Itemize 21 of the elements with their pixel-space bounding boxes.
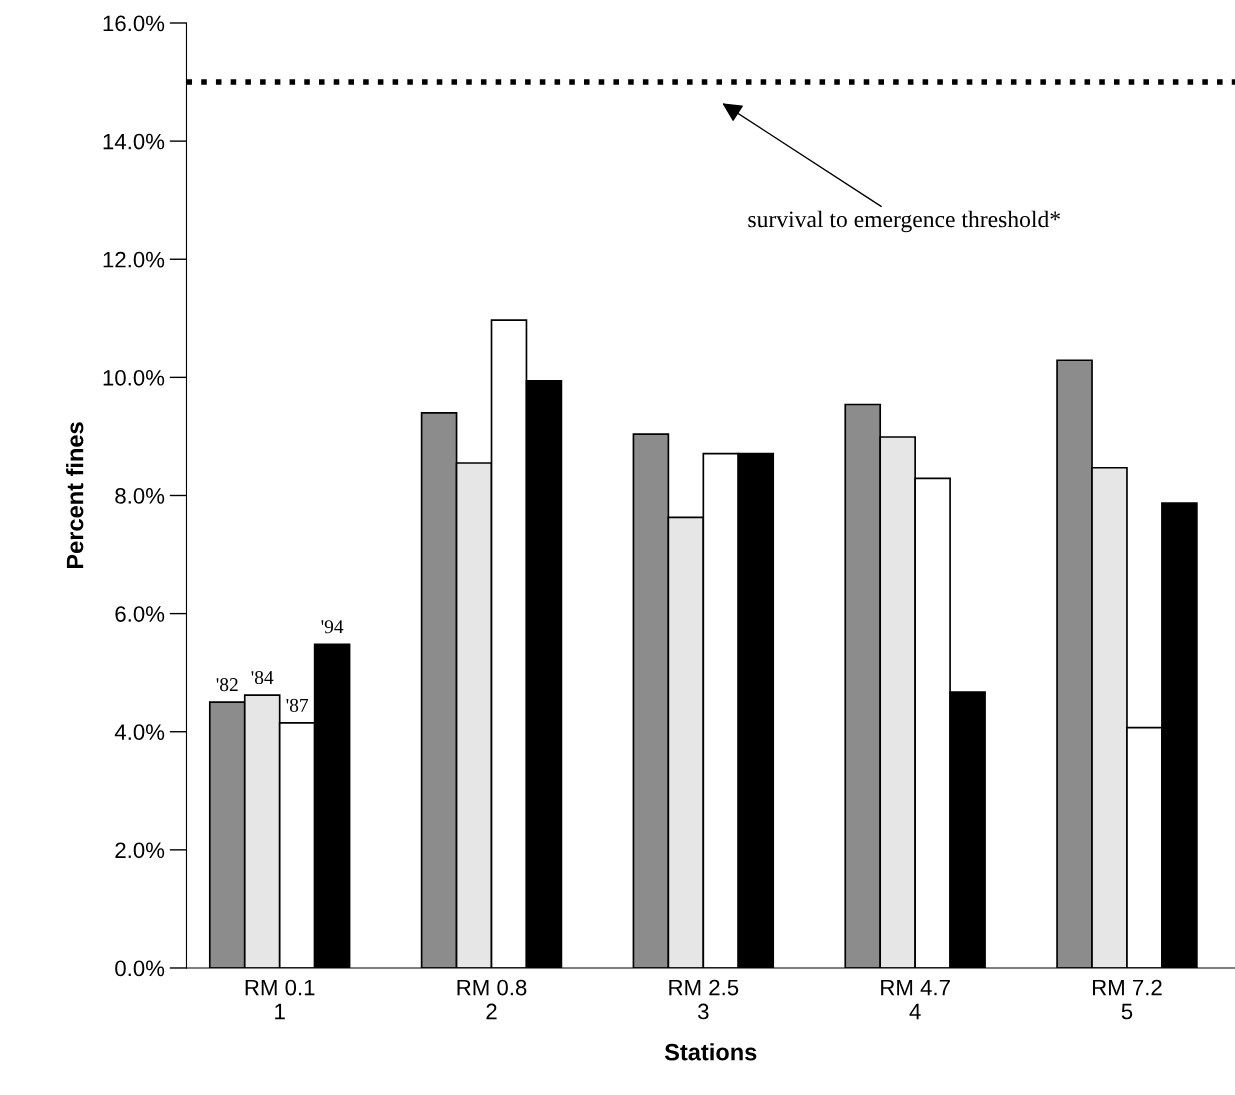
x-tick-label: RM 0.8 2 xyxy=(457,979,527,1020)
y-axis-title: Percent fines xyxy=(66,422,84,569)
series-label: '84 xyxy=(251,670,274,685)
y-tick-label: 16.0% xyxy=(103,15,165,32)
y-tick-label: 4.0% xyxy=(114,724,165,740)
x-axis-title: Stations xyxy=(664,1043,757,1061)
series-label: '87 xyxy=(286,698,309,712)
y-tick-label: 12.0% xyxy=(103,251,165,268)
y-tick-label: 10.0% xyxy=(103,369,165,386)
series-label: '94 xyxy=(321,620,344,634)
x-tick-label: RM 2.5 3 xyxy=(669,979,739,1020)
x-tick-label: RM 7.2 5 xyxy=(1092,979,1162,1020)
x-tick-label: RM 4.7 4 xyxy=(881,979,950,1020)
x-tick-label: RM 0.1 1 xyxy=(245,979,315,1020)
y-tick-label: 14.0% xyxy=(103,133,165,150)
series-label: '82 xyxy=(216,678,238,692)
y-tick-label: 8.0% xyxy=(115,488,165,504)
y-tick-label: 6.0% xyxy=(115,606,165,622)
y-tick-label: 0.0% xyxy=(115,960,165,977)
annotation: survival to emergence threshold* xyxy=(748,210,1060,233)
y-tick-label: 2.0% xyxy=(115,842,165,859)
